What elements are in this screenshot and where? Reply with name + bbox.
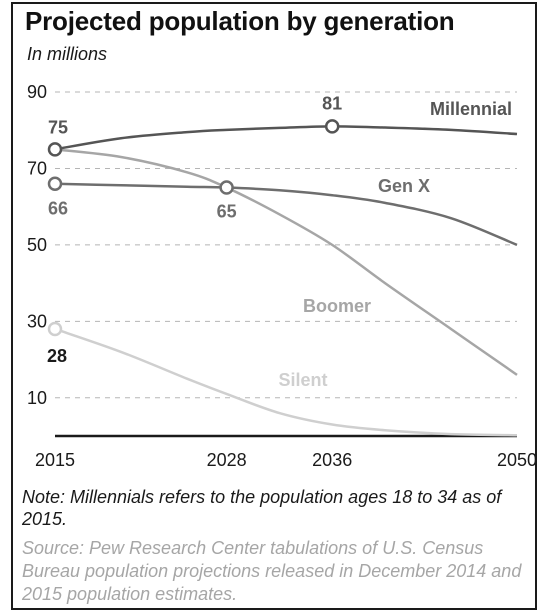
y-tick-label: 70 — [27, 158, 47, 178]
chart-subtitle: In millions — [27, 44, 108, 64]
x-tick-label: 2028 — [207, 450, 247, 470]
data-value-label: 81 — [322, 93, 342, 113]
x-tick-label: 2050 — [497, 450, 537, 470]
data-point-marker — [219, 180, 234, 195]
y-tick-label: 10 — [27, 388, 47, 408]
data-value-label: 66 — [48, 199, 68, 219]
y-tick-label: 90 — [27, 82, 47, 102]
chart-frame — [11, 2, 537, 610]
x-tick-label: 2036 — [312, 450, 352, 470]
y-tick-label: 30 — [27, 311, 47, 331]
data-value-label: 75 — [48, 117, 68, 137]
chart-source: Source: Pew Research Center tabulations … — [22, 538, 522, 604]
chart-note: Note: Millennials refers to the populati… — [22, 487, 502, 529]
series-line-millennial — [54, 125, 518, 151]
y-tick-label: 50 — [27, 235, 47, 255]
data-point-marker — [47, 176, 63, 191]
series-label-gen-x: Gen X — [378, 176, 430, 196]
data-value-label: 65 — [217, 202, 237, 222]
data-value-label: 28 — [47, 346, 67, 366]
series-line-silent — [54, 327, 518, 437]
series-line-boomer — [54, 148, 518, 376]
chart-title: Projected population by generation — [25, 6, 455, 36]
series-line-gen-x — [54, 182, 518, 247]
x-tick-label: 2015 — [35, 450, 75, 470]
series-label-millennial: Millennial — [430, 99, 512, 119]
data-point-marker — [47, 142, 63, 157]
series-label-boomer: Boomer — [303, 296, 371, 316]
data-point-marker — [324, 119, 340, 134]
data-point-marker — [47, 321, 63, 337]
series-label-silent: Silent — [278, 370, 327, 390]
line-chart: 10 30 50 70 90 2015 2028 2036 2050 Millennial Gen … — [27, 82, 537, 470]
